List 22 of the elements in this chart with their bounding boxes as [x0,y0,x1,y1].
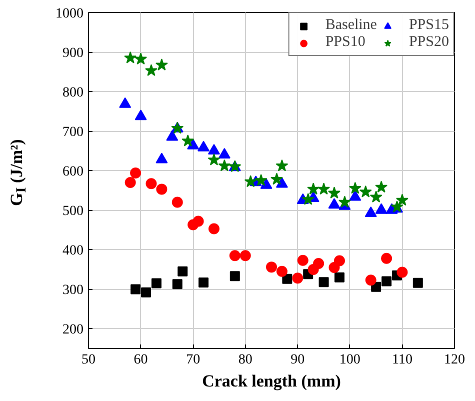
legend-label: PPS10 [325,34,366,51]
legend-label: PPS15 [408,17,449,34]
x-tick-label: 80 [238,352,252,368]
y-tick-label: 400 [62,244,84,259]
x-tick-label: 70 [186,352,200,368]
x-tick-label: 90 [290,352,305,368]
y-tick-label: 700 [62,125,84,140]
y-tick-label: 900 [62,46,84,62]
x-axis-title: Crack length (mm) [202,372,341,390]
y-tick-label: 800 [62,86,84,101]
y-tick-label: 500 [62,204,84,220]
x-tick-label: 60 [134,352,148,368]
y-tick-label: 300 [62,283,84,298]
y-tick-label: 1000 [56,6,84,22]
y-tick-label: 600 [62,164,84,180]
legend-label: PPS20 [408,34,449,51]
legend-label: Baseline [325,17,377,34]
y-tick-label: 200 [62,322,84,338]
x-tick-label: 120 [444,352,465,368]
x-tick-label: 50 [82,352,96,368]
x-tick-label: 100 [339,352,360,368]
x-tick-label: 110 [392,352,412,368]
